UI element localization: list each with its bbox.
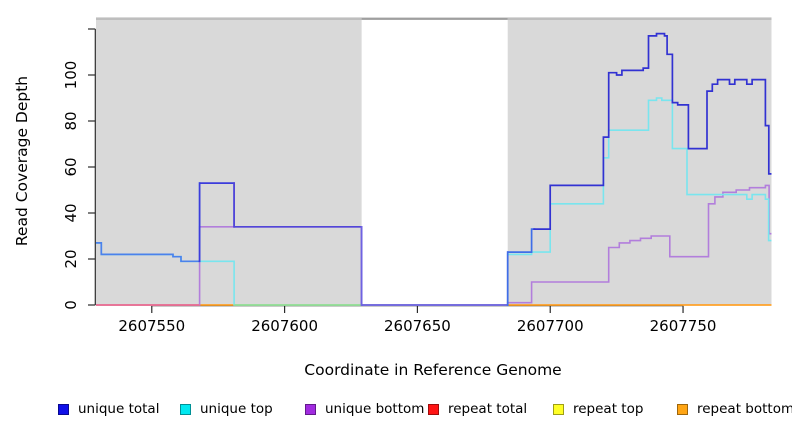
legend-swatch-icon	[180, 404, 191, 415]
x-tick-label: 2607550	[118, 317, 186, 335]
y-tick-label: 80	[62, 111, 80, 131]
legend-label: repeat total	[448, 401, 528, 417]
series-unique-total	[533, 32, 772, 230]
legend-item-unique-total: unique total	[58, 402, 159, 417]
legend-item-unique-top: unique top	[180, 402, 273, 417]
y-tick-label: 0	[62, 300, 80, 310]
x-tick-label: 2607600	[251, 317, 318, 335]
legend-item-repeat-top: repeat top	[553, 402, 643, 417]
legend-swatch-icon	[677, 404, 688, 415]
legend-label: repeat bottom	[697, 401, 792, 417]
coverage-gap-mask	[361, 19, 508, 305]
legend-swatch-icon	[58, 404, 69, 415]
legend-item-repeat-bottom: repeat bottom	[677, 402, 792, 417]
legend-label: unique total	[78, 401, 160, 417]
legend-label: unique bottom	[325, 401, 425, 417]
x-tick-label: 2607750	[649, 317, 717, 335]
legend-swatch-icon	[553, 404, 564, 415]
x-tick-label: 2607700	[516, 317, 584, 335]
x-axis-title: Coordinate in Reference Genome	[304, 361, 562, 379]
legend-swatch-icon	[428, 404, 439, 415]
y-tick-label: 40	[62, 203, 80, 223]
x-tick-label: 2607650	[384, 317, 451, 335]
legend-swatch-icon	[305, 404, 316, 415]
y-tick-label: 60	[62, 157, 80, 177]
y-tick-label: 20	[62, 249, 80, 269]
legend-label: unique top	[200, 401, 273, 417]
y-tick-label: 100	[62, 60, 80, 90]
y-axis-title: Read Coverage Depth	[13, 75, 31, 247]
legend-item-repeat-total: repeat total	[428, 402, 527, 417]
legend-label: repeat top	[573, 401, 644, 417]
legend-item-unique-bottom: unique bottom	[305, 402, 424, 417]
series-unique-total	[233, 182, 363, 306]
